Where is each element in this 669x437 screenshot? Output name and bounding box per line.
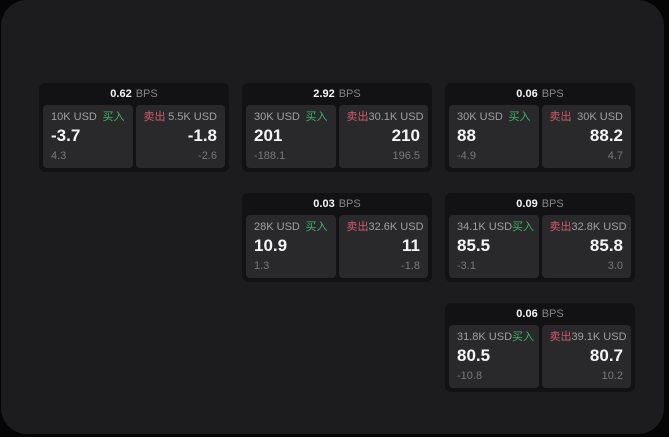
card-header: 0.06 BPS [445,83,635,105]
sell-sub-value: 10.2 [601,370,623,382]
card-body: 31.8K USD 买入 80.5 -10.8 卖出 39.1K USD 80.… [445,325,635,392]
sell-side-label: 卖出 [346,111,369,123]
bps-value: 0.09 [516,197,538,210]
buy-side-label: 买入 [102,111,125,123]
sell-sub-value: 4.7 [607,150,623,162]
card-header: 0.62 BPS [39,83,229,105]
sell-panel[interactable]: 卖出 39.1K USD 80.7 10.2 [541,325,631,388]
sell-side-label: 卖出 [549,221,572,233]
buy-amount: 10K USD [51,111,97,123]
buy-amount: 30K USD [457,111,503,123]
buy-sub-value: -188.1 [254,150,286,162]
buy-side-label: 买入 [512,221,535,233]
sell-price: 85.8 [589,236,623,255]
bps-value: 2.92 [313,87,335,100]
sell-amount: 5.5K USD [168,111,217,123]
buy-sub-value: -4.9 [457,150,476,162]
quote-card: 0.06 BPS 30K USD 买入 88 -4.9 卖出 30K USD 8… [445,83,635,172]
sell-sub-value: -1.8 [401,260,420,272]
buy-amount: 28K USD [254,221,300,233]
buy-side-label: 买入 [508,111,531,123]
quote-card: 0.03 BPS 28K USD 买入 10.9 1.3 卖出 32.6K US… [242,193,432,282]
sell-sub-value: 3.0 [607,260,623,272]
card-body: 28K USD 买入 10.9 1.3 卖出 32.6K USD 11 -1.8 [242,215,432,282]
sell-panel[interactable]: 卖出 5.5K USD -1.8 -2.6 [135,105,225,168]
sell-panel[interactable]: 卖出 32.6K USD 11 -1.8 [338,215,428,278]
buy-sub-value: -3.1 [457,260,476,272]
sell-sub-value: 196.5 [392,150,420,162]
card-header: 0.03 BPS [242,193,432,215]
sell-side-label: 卖出 [346,221,369,233]
sell-amount: 30K USD [577,111,623,123]
buy-price: 80.5 [457,346,491,365]
bps-unit-label: BPS [135,87,158,100]
bps-unit-label: BPS [541,87,564,100]
buy-panel[interactable]: 31.8K USD 买入 80.5 -10.8 [449,325,539,388]
buy-amount: 31.8K USD [457,331,513,343]
quote-card: 0.06 BPS 31.8K USD 买入 80.5 -10.8 卖出 39.1… [445,303,635,392]
buy-panel[interactable]: 30K USD 买入 201 -188.1 [246,105,336,168]
card-header: 0.09 BPS [445,193,635,215]
sell-side-label: 卖出 [549,331,572,343]
bps-unit-label: BPS [541,307,564,320]
buy-price: 85.5 [457,236,491,255]
card-body: 10K USD 买入 -3.7 4.3 卖出 5.5K USD -1.8 -2.… [39,105,229,172]
sell-side-label: 卖出 [143,111,166,123]
bps-value: 0.06 [516,307,538,320]
buy-panel[interactable]: 34.1K USD 买入 85.5 -3.1 [449,215,539,278]
sell-price: 11 [402,236,420,255]
sell-panel[interactable]: 卖出 30.1K USD 210 196.5 [338,105,428,168]
bps-value: 0.62 [110,87,132,100]
buy-price: 10.9 [254,236,288,255]
bps-value: 0.06 [516,87,538,100]
buy-sub-value: 1.3 [254,260,270,272]
card-header: 0.06 BPS [445,303,635,325]
bps-unit-label: BPS [338,87,361,100]
buy-amount: 30K USD [254,111,300,123]
card-body: 30K USD 买入 88 -4.9 卖出 30K USD 88.2 4.7 [445,105,635,172]
sell-price: 80.7 [589,346,623,365]
buy-side-label: 买入 [305,111,328,123]
buy-sub-value: 4.3 [51,150,67,162]
buy-sub-value: -10.8 [457,370,483,382]
sell-amount: 39.1K USD [571,331,627,343]
sell-price: 210 [391,126,420,145]
buy-price: 201 [254,126,283,145]
sell-panel[interactable]: 卖出 32.8K USD 85.8 3.0 [541,215,631,278]
sell-sub-value: -2.6 [198,150,217,162]
card-body: 34.1K USD 买入 85.5 -3.1 卖出 32.8K USD 85.8… [445,215,635,282]
buy-panel[interactable]: 10K USD 买入 -3.7 4.3 [43,105,133,168]
bps-value: 0.03 [313,197,335,210]
sell-amount: 32.6K USD [368,221,424,233]
buy-side-label: 买入 [512,331,535,343]
card-body: 30K USD 买入 201 -188.1 卖出 30.1K USD 210 1… [242,105,432,172]
bps-unit-label: BPS [338,197,361,210]
sell-amount: 32.8K USD [571,221,627,233]
buy-side-label: 买入 [305,221,328,233]
quote-card: 2.92 BPS 30K USD 买入 201 -188.1 卖出 30.1K … [242,83,432,172]
card-header: 2.92 BPS [242,83,432,105]
quote-card: 0.62 BPS 10K USD 买入 -3.7 4.3 卖出 5.5K USD… [39,83,229,172]
sell-amount: 30.1K USD [368,111,424,123]
buy-panel[interactable]: 28K USD 买入 10.9 1.3 [246,215,336,278]
sell-panel[interactable]: 卖出 30K USD 88.2 4.7 [541,105,631,168]
bps-unit-label: BPS [541,197,564,210]
buy-price: -3.7 [51,126,81,145]
sell-price: -1.8 [187,126,217,145]
sell-price: 88.2 [589,126,623,145]
buy-price: 88 [457,126,476,145]
quote-card: 0.09 BPS 34.1K USD 买入 85.5 -3.1 卖出 32.8K… [445,193,635,282]
buy-panel[interactable]: 30K USD 买入 88 -4.9 [449,105,539,168]
buy-amount: 34.1K USD [457,221,513,233]
sell-side-label: 卖出 [549,111,572,123]
